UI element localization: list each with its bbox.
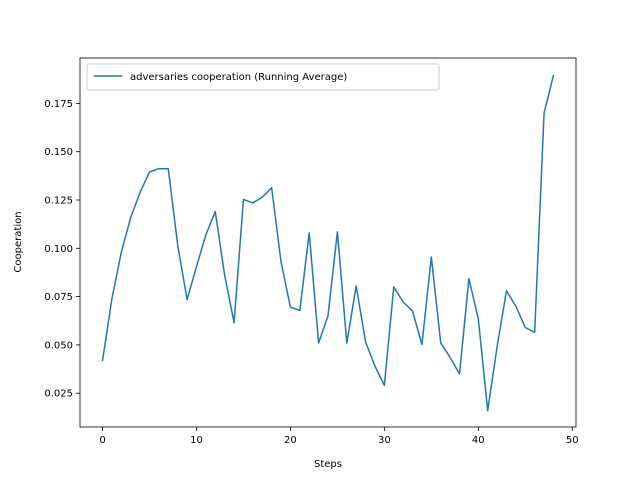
y-tick-label: 0.050 [44,340,73,351]
plot-area [101,74,555,412]
y-axis: 0.025 0.050 0.075 0.100 0.125 0.150 0.175 [44,99,80,400]
y-tick-label: 0.025 [44,389,73,400]
legend-box [86,63,440,91]
x-tick-label: 0 [99,435,105,446]
x-tick-label: 30 [378,435,391,446]
x-tick-label: 40 [472,435,485,446]
x-tick-label: 20 [284,435,297,446]
y-axis-label: Cooperation [13,211,24,272]
series-line-adversaries-cooperation [101,74,555,412]
y-tick-label: 0.150 [44,147,73,158]
plot-frame [79,57,577,428]
y-tick-label: 0.100 [44,244,73,255]
y-tick-label: 0.125 [44,195,73,206]
x-axis: 0 10 20 30 40 50 [99,427,579,446]
y-tick-label: 0.075 [44,292,73,303]
x-axis-label: Steps [314,459,342,470]
y-tick-label: 0.175 [44,99,73,110]
x-tick-label: 10 [190,435,203,446]
legend: adversaries cooperation (Running Average… [86,63,440,91]
x-tick-label: 50 [566,435,579,446]
legend-entry-label: adversaries cooperation (Running Average… [130,72,347,83]
